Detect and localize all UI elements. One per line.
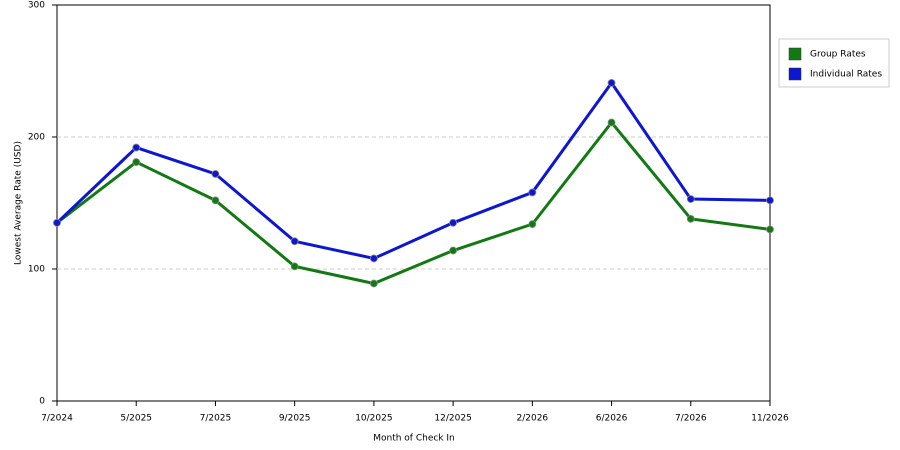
data-point — [369, 279, 378, 288]
data-point — [290, 237, 299, 246]
x-tick-label: 10/2025 — [355, 414, 392, 424]
series-line — [55, 81, 771, 260]
data-point — [766, 225, 774, 234]
x-tick-label: 7/2025 — [200, 414, 232, 424]
series-line — [56, 120, 771, 286]
y-tick-label: 0 — [39, 397, 45, 407]
legend-swatch — [788, 67, 802, 81]
x-tick-label: 12/2025 — [434, 414, 471, 424]
x-tick-label: 7/2026 — [675, 414, 707, 424]
data-point — [449, 246, 458, 255]
data-point — [449, 218, 458, 227]
data-point — [132, 143, 141, 152]
x-tick-label: 7/2024 — [41, 414, 73, 424]
data-point — [211, 196, 220, 205]
x-tick-label: 11/2026 — [751, 414, 789, 424]
data-point — [528, 188, 537, 197]
data-point — [766, 196, 774, 205]
data-point — [607, 118, 616, 127]
data-point — [53, 218, 61, 227]
legend-label: Group Rates — [810, 50, 866, 60]
plot-area — [56, 4, 771, 402]
data-point — [686, 214, 695, 223]
y-tick-label: 200 — [28, 133, 45, 143]
x-tick-label: 6/2026 — [596, 414, 628, 424]
x-axis-title: Month of Check In — [373, 434, 455, 444]
y-tick-label: 300 — [28, 1, 45, 11]
data-point — [686, 195, 695, 203]
x-tick-label: 2/2026 — [516, 414, 548, 424]
legend-label: Individual Rates — [810, 70, 882, 80]
data-point — [132, 158, 141, 166]
data-point — [607, 78, 616, 87]
y-tick-label: 100 — [28, 265, 45, 275]
x-tick-label: 9/2025 — [279, 414, 311, 424]
data-point — [528, 220, 537, 229]
data-point — [369, 254, 378, 263]
x-tick-label: 5/2025 — [120, 414, 152, 424]
data-point — [290, 262, 299, 271]
data-point — [211, 170, 220, 178]
legend-swatch — [788, 47, 802, 61]
y-axis-title: Lowest Average Rate (USD) — [14, 141, 24, 265]
